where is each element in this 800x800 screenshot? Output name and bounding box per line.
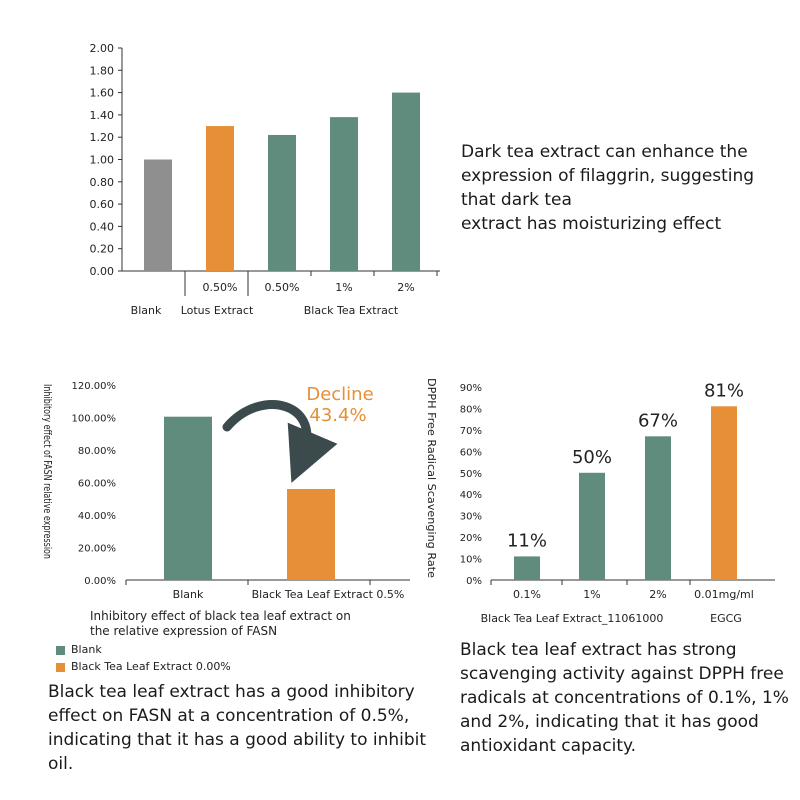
chart2-xlabel-line2: the relative expression of FASN — [90, 624, 277, 638]
chart1-bar — [268, 134, 296, 271]
legend-swatch-orange — [56, 662, 65, 672]
chart2-xlabel-line1: Inhibitory effect of black tea leaf extr… — [90, 609, 351, 623]
chart1-ytick-label: 0.80 — [90, 176, 115, 189]
decline-annotation-word: Decline — [306, 384, 373, 405]
chart3-ytick-label: 90% — [460, 383, 482, 394]
chart1-ytick-label: 1.60 — [90, 87, 115, 100]
chart3-category-label: 2% — [649, 588, 666, 601]
chart1-category-label: 0.50% — [203, 281, 238, 294]
chart1-blank-label: Blank — [131, 304, 162, 317]
chart2-ytick-label: 100.00% — [72, 414, 117, 425]
chart3-group-label-black-tea: Black Tea Leaf Extract_11061000 — [481, 612, 664, 625]
chart2-bar — [287, 489, 335, 580]
legend-swatch-green — [56, 645, 65, 655]
chart3-ytick-label: 50% — [460, 469, 482, 480]
chart1-description: Dark tea extract can enhance the express… — [461, 142, 755, 234]
chart3-ytick-label: 40% — [460, 490, 482, 501]
chart3-ytick-label: 0% — [466, 576, 482, 587]
chart2-ytick-label: 0.00% — [84, 576, 116, 587]
chart1-group-label-black-tea: Black Tea Extract — [304, 304, 399, 317]
chart2-ytick-label: 120.00% — [72, 381, 117, 392]
chart1-ytick-label: 1.20 — [90, 131, 115, 144]
decline-annotation-value: 43.4% — [309, 405, 366, 426]
chart2-ytick-label: 40.00% — [78, 511, 116, 522]
chart3-bar — [579, 472, 605, 580]
chart3-ytick-label: 80% — [460, 404, 482, 415]
chart1-ytick-label: 0.60 — [90, 198, 115, 211]
chart1-bar — [206, 126, 234, 271]
chart3-description: Black tea leaf extract has strong scaven… — [460, 640, 789, 756]
chart3-ytick-label: 20% — [460, 533, 482, 544]
chart1-category-label: 0.50% — [265, 281, 300, 294]
chart2-ytick-label: 80.00% — [78, 446, 116, 457]
chart2-category-label: Blank — [173, 588, 204, 601]
chart1-ytick-label: 0.40 — [90, 220, 115, 233]
legend-item-extract: Black Tea Leaf Extract 0.00% — [56, 660, 231, 673]
chart3-bar — [645, 436, 671, 580]
chart3-data-label: 11% — [507, 530, 547, 551]
chart3-ylabel: DPPH Free Radical Scavenging Rate — [425, 378, 438, 578]
chart1-group-label-lotus: Lotus Extract — [181, 304, 254, 317]
chart3-category-label: 0.01mg/ml — [694, 588, 754, 601]
chart3-bar — [514, 556, 540, 580]
chart1-ytick-label: 1.40 — [90, 109, 115, 122]
chart2-ytick-label: 60.00% — [78, 479, 116, 490]
legend-label-blank: Blank — [71, 643, 102, 656]
chart3-category-label: 0.1% — [513, 588, 541, 601]
chart1-category-label: 1% — [335, 281, 352, 294]
chart3-group-label-egcg: EGCG — [710, 612, 742, 625]
chart3-ytick-label: 30% — [460, 512, 482, 523]
chart1-bar — [392, 92, 420, 271]
chart2-bar — [164, 416, 212, 580]
chart3-data-label: 67% — [638, 410, 678, 431]
decline-arrow-icon — [222, 400, 338, 483]
chart1-ytick-label: 1.80 — [90, 64, 115, 77]
chart3-axes — [490, 579, 775, 585]
chart1-ytick-label: 1.00 — [90, 154, 115, 167]
chart3-data-label: 50% — [572, 447, 612, 468]
chart2-description: Black tea leaf extract has a good inhibi… — [48, 682, 427, 774]
chart1-ytick-label: 0.20 — [90, 243, 115, 256]
chart1-category-label: 2% — [397, 281, 414, 294]
chart3-bar — [711, 406, 737, 580]
legend-label-extract: Black Tea Leaf Extract 0.00% — [71, 660, 231, 673]
chart1-bar — [144, 159, 172, 271]
chart3-ytick-label: 70% — [460, 426, 482, 437]
chart1-ytick-label: 2.00 — [90, 42, 115, 55]
chart1-ytick-label: 0.00 — [90, 265, 115, 278]
chart1-bar — [330, 117, 358, 271]
chart3-category-label: 1% — [583, 588, 600, 601]
chart2-ylabel: Inhibitory effect of FASN relative expre… — [41, 384, 54, 559]
chart2-ytick-label: 20.00% — [78, 544, 116, 555]
chart3-data-label: 81% — [704, 380, 744, 401]
chart3-ytick-label: 60% — [460, 447, 482, 458]
legend-item-blank: Blank — [56, 643, 102, 656]
chart3-ytick-label: 10% — [460, 555, 482, 566]
chart2-category-label: Black Tea Leaf Extract 0.5% — [252, 588, 405, 601]
